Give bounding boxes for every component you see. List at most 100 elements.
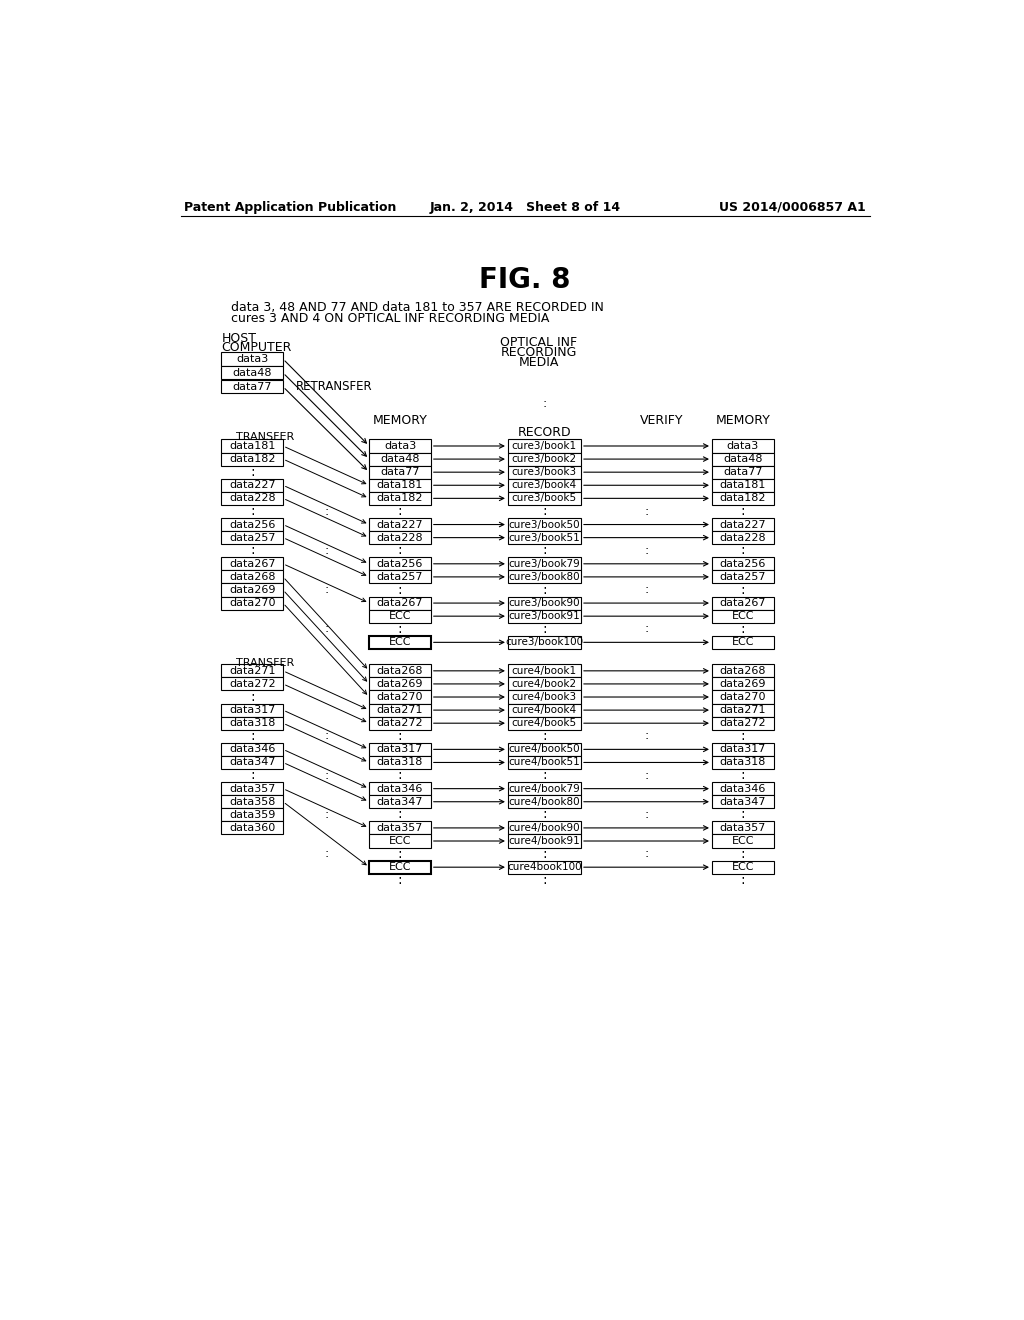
Text: :: : (740, 582, 745, 597)
Text: :: : (324, 583, 329, 597)
Text: data268: data268 (377, 665, 423, 676)
Text: data181: data181 (720, 480, 766, 490)
Text: :: : (397, 768, 402, 783)
Text: :: : (740, 504, 745, 517)
Text: cure3/book91: cure3/book91 (509, 611, 581, 622)
Text: cure3/book90: cure3/book90 (509, 598, 581, 609)
Text: :: : (250, 768, 255, 783)
Text: cure4/book90: cure4/book90 (509, 822, 581, 833)
Text: data271: data271 (377, 705, 423, 715)
Bar (508, 557, 581, 570)
Text: data317: data317 (377, 744, 423, 754)
Text: data256: data256 (377, 558, 423, 569)
Text: :: : (324, 847, 329, 861)
Text: cure4/book51: cure4/book51 (509, 758, 581, 767)
Bar (221, 531, 283, 544)
Text: ECC: ECC (731, 862, 754, 873)
Text: cure3/book79: cure3/book79 (509, 558, 581, 569)
Text: data357: data357 (720, 822, 766, 833)
Bar (712, 570, 773, 583)
Text: cure4/book80: cure4/book80 (509, 797, 581, 807)
Bar (370, 517, 431, 531)
Bar (508, 717, 581, 730)
Text: RECORDING: RECORDING (501, 346, 577, 359)
Text: :: : (324, 768, 329, 781)
Text: data256: data256 (229, 520, 275, 529)
Text: data347: data347 (720, 797, 766, 807)
Text: :: : (740, 622, 745, 636)
Bar (508, 690, 581, 704)
Bar (712, 531, 773, 544)
Text: data318: data318 (229, 718, 275, 729)
Text: :: : (250, 465, 255, 479)
Bar (508, 610, 581, 623)
Bar (221, 808, 283, 821)
Text: data48: data48 (232, 368, 272, 378)
Bar (370, 756, 431, 770)
Bar (712, 610, 773, 623)
Text: :: : (250, 544, 255, 557)
Text: cure3/book1: cure3/book1 (512, 441, 577, 451)
Bar (221, 664, 283, 677)
Text: :: : (740, 808, 745, 821)
Text: data347: data347 (229, 758, 275, 767)
Text: cure3/book51: cure3/book51 (509, 533, 581, 543)
Bar (370, 636, 431, 649)
Text: :: : (644, 504, 648, 517)
Text: data48: data48 (380, 454, 420, 465)
Bar (712, 466, 773, 479)
Text: data257: data257 (377, 572, 423, 582)
Bar (508, 453, 581, 466)
Text: VERIFY: VERIFY (640, 414, 684, 428)
Text: data358: data358 (229, 797, 275, 807)
Text: :: : (324, 504, 329, 517)
Text: cure3/book50: cure3/book50 (509, 520, 581, 529)
Bar (508, 636, 581, 649)
Bar (712, 704, 773, 717)
Text: data272: data272 (377, 718, 423, 729)
Bar (508, 597, 581, 610)
Text: FIG. 8: FIG. 8 (479, 267, 570, 294)
Bar (221, 583, 283, 597)
Text: data182: data182 (229, 454, 275, 465)
Text: cures 3 AND 4 ON OPTICAL INF RECORDING MEDIA: cures 3 AND 4 ON OPTICAL INF RECORDING M… (230, 313, 549, 326)
Bar (712, 795, 773, 808)
Text: data77: data77 (232, 381, 272, 392)
Bar (508, 834, 581, 847)
Bar (712, 834, 773, 847)
Text: :: : (250, 689, 255, 704)
Text: :: : (324, 808, 329, 821)
Bar (370, 704, 431, 717)
Bar (712, 597, 773, 610)
Bar (508, 479, 581, 492)
Text: :: : (397, 622, 402, 636)
Text: MEDIA: MEDIA (518, 355, 559, 368)
Text: :: : (397, 846, 402, 861)
Text: :: : (542, 622, 547, 636)
Text: data346: data346 (229, 744, 275, 754)
Bar (712, 861, 773, 874)
Bar (370, 664, 431, 677)
Bar (221, 517, 283, 531)
Bar (508, 795, 581, 808)
Text: cure3/book2: cure3/book2 (512, 454, 577, 465)
Text: :: : (397, 873, 402, 887)
Bar (712, 664, 773, 677)
Text: data228: data228 (720, 533, 766, 543)
Text: data269: data269 (377, 678, 423, 689)
Text: cure4/book5: cure4/book5 (512, 718, 577, 729)
Text: data48: data48 (723, 454, 763, 465)
Text: :: : (542, 808, 547, 821)
Text: cure3/book100: cure3/book100 (506, 638, 584, 647)
Text: TRANSFER: TRANSFER (237, 432, 295, 442)
Text: :: : (740, 544, 745, 557)
Text: COMPUTER: COMPUTER (221, 341, 292, 354)
Bar (370, 479, 431, 492)
Text: cure4/book91: cure4/book91 (509, 836, 581, 846)
Text: :: : (542, 504, 547, 517)
Bar (508, 861, 581, 874)
Text: data269: data269 (229, 585, 275, 595)
Bar (370, 677, 431, 690)
Bar (508, 821, 581, 834)
Text: :: : (542, 846, 547, 861)
